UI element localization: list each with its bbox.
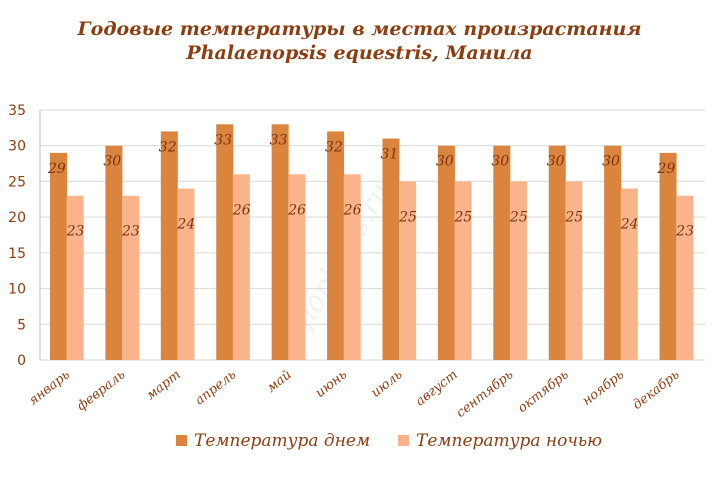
x-tick-label: июнь [313, 367, 350, 401]
bar [509, 181, 527, 360]
bar [288, 174, 306, 360]
bar [604, 145, 622, 360]
y-tick-label: 0 [17, 353, 26, 369]
data-label: 29 [657, 161, 676, 177]
chart-subtitle: Phalaenopsis equestris, Манила [186, 42, 533, 64]
y-tick-label: 20 [8, 210, 26, 226]
x-tick-label: октябрь [515, 367, 571, 416]
data-label: 32 [325, 139, 343, 155]
y-tick-label: 10 [8, 282, 26, 298]
data-label: 23 [675, 224, 694, 240]
data-label: 33 [270, 132, 288, 148]
data-label: 29 [47, 161, 66, 177]
legend-swatch [398, 435, 409, 446]
bar [105, 145, 123, 360]
bar [327, 131, 345, 360]
data-label: 23 [66, 224, 85, 240]
x-tick-label: ноябрь [580, 367, 627, 409]
x-tick-label: март [144, 367, 184, 403]
bar [271, 124, 289, 361]
y-tick-label: 15 [8, 246, 26, 262]
data-label: 24 [176, 217, 195, 233]
data-label: 24 [620, 217, 639, 233]
bar [343, 174, 361, 360]
data-label: 26 [232, 202, 251, 218]
bar [399, 181, 417, 360]
x-tick-label: февраль [74, 367, 128, 414]
y-tick-label: 35 [8, 103, 26, 119]
bar [232, 174, 250, 360]
chart-title: Годовые температуры в местах произрастан… [77, 18, 642, 40]
data-label: 31 [380, 147, 398, 163]
bar [382, 138, 400, 360]
data-label: 33 [214, 132, 232, 148]
x-tick-label: январь [26, 367, 73, 408]
y-tick-label: 5 [17, 317, 26, 333]
bar [659, 152, 677, 360]
data-label: 25 [398, 209, 417, 225]
bar [454, 181, 472, 360]
bar [548, 145, 566, 360]
x-tick-label: декабрь [630, 367, 682, 413]
bar [676, 195, 694, 360]
bar [160, 131, 178, 360]
x-tick-label: июль [368, 367, 405, 400]
data-label: 25 [454, 209, 473, 225]
data-label: 25 [564, 209, 583, 225]
data-label: 23 [121, 224, 140, 240]
legend-label: Температура ночью [416, 431, 602, 451]
bar [66, 195, 84, 360]
y-tick-label: 25 [8, 174, 26, 190]
bar [177, 188, 195, 360]
x-tick-label: апрель [193, 367, 240, 408]
x-tick-label: май [264, 367, 294, 395]
y-tick-label: 30 [8, 139, 26, 155]
data-label: 32 [159, 139, 177, 155]
data-label: 30 [602, 154, 620, 170]
bar [216, 124, 234, 361]
bar [493, 145, 511, 360]
bar [620, 188, 638, 360]
x-tick-label: август [413, 367, 461, 409]
data-label: 30 [436, 154, 454, 170]
bar [49, 152, 67, 360]
data-label: 26 [287, 202, 306, 218]
bar [565, 181, 583, 360]
data-label: 25 [509, 209, 528, 225]
bar [437, 145, 455, 360]
legend-label: Температура днем [194, 431, 370, 451]
bar [122, 195, 140, 360]
data-label: 30 [491, 154, 509, 170]
legend-swatch [176, 435, 187, 446]
data-label: 30 [103, 154, 121, 170]
data-label: 26 [343, 202, 362, 218]
data-label: 30 [547, 154, 565, 170]
x-tick-label: сентябрь [454, 367, 517, 421]
